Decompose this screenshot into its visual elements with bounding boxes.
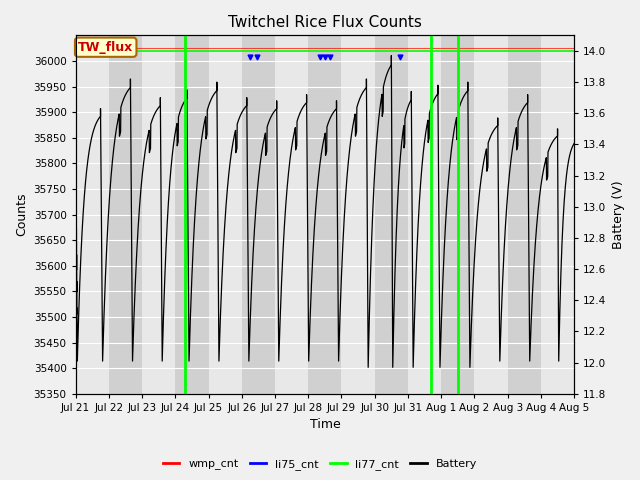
Bar <box>408 36 441 394</box>
Y-axis label: Counts: Counts <box>15 193 28 236</box>
Bar <box>375 36 408 394</box>
Legend: wmp_cnt, li75_cnt, li77_cnt, Battery: wmp_cnt, li75_cnt, li77_cnt, Battery <box>158 455 482 474</box>
Bar <box>508 36 541 394</box>
Y-axis label: Battery (V): Battery (V) <box>612 180 625 249</box>
Bar <box>76 36 109 394</box>
Bar <box>541 36 574 394</box>
Bar <box>242 36 275 394</box>
Bar <box>342 36 375 394</box>
Text: TW_flux: TW_flux <box>78 41 133 54</box>
Bar <box>474 36 508 394</box>
Bar <box>308 36 342 394</box>
Bar <box>142 36 175 394</box>
Title: Twitchel Rice Flux Counts: Twitchel Rice Flux Counts <box>228 15 422 30</box>
X-axis label: Time: Time <box>310 419 340 432</box>
Bar <box>209 36 242 394</box>
Bar <box>441 36 474 394</box>
Bar <box>175 36 209 394</box>
Bar <box>275 36 308 394</box>
Bar <box>109 36 142 394</box>
